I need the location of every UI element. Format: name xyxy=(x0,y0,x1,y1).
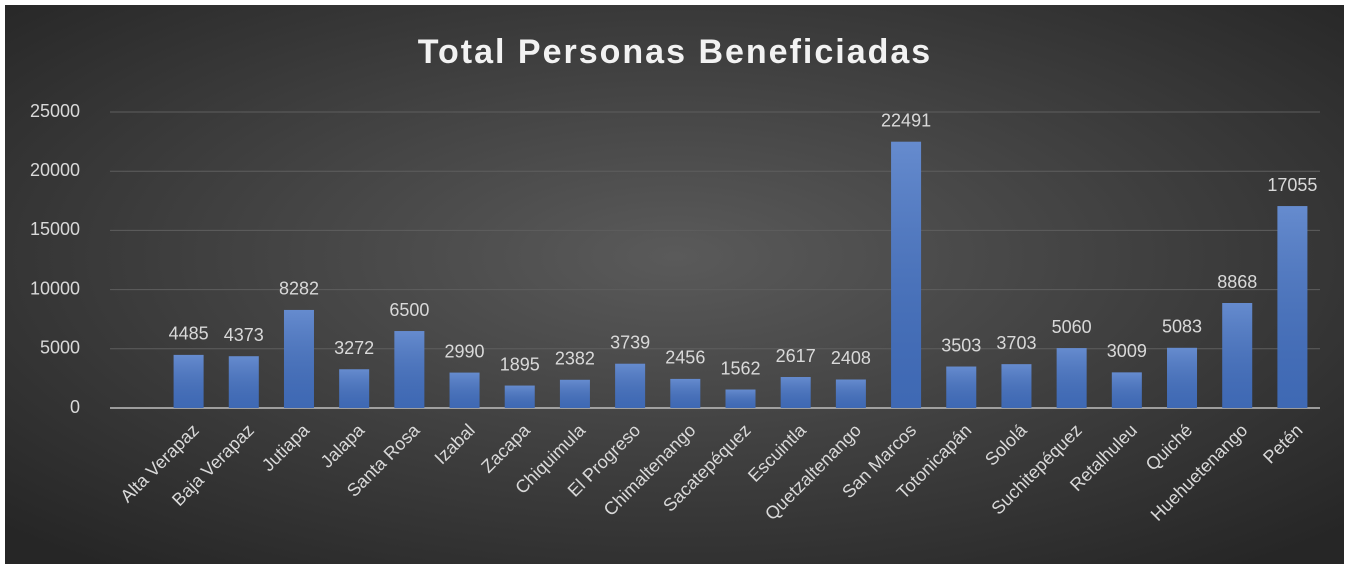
bar-shine xyxy=(891,141,922,409)
bar-shine xyxy=(504,385,535,408)
value-label: 4485 xyxy=(169,324,209,344)
bar-shine xyxy=(615,363,646,408)
y-tick-label: 15000 xyxy=(30,219,80,239)
bar-shine xyxy=(835,379,866,408)
bar-shine xyxy=(228,356,259,408)
value-label: 2408 xyxy=(831,348,871,368)
bar-shine xyxy=(394,331,425,408)
value-label: 3503 xyxy=(941,335,981,355)
value-label: 3703 xyxy=(996,333,1036,353)
y-tick-label: 5000 xyxy=(40,338,80,358)
value-label: 4373 xyxy=(224,325,264,345)
value-label: 8868 xyxy=(1217,272,1257,292)
value-label: 6500 xyxy=(389,300,429,320)
value-label: 2456 xyxy=(665,348,705,368)
bar-shine xyxy=(339,369,370,408)
bar-shine xyxy=(1001,364,1032,408)
value-label: 3009 xyxy=(1107,341,1147,361)
bar-shine xyxy=(725,389,756,408)
value-label: 1895 xyxy=(500,354,540,374)
value-label: 5060 xyxy=(1052,317,1092,337)
value-label: 8282 xyxy=(279,279,319,299)
value-label: 3272 xyxy=(334,338,374,358)
bar-shine xyxy=(1056,348,1087,408)
value-label: 17055 xyxy=(1267,175,1317,195)
bar-shine xyxy=(283,309,314,408)
bar-shine xyxy=(670,378,701,408)
bar-shine xyxy=(559,379,590,408)
value-label: 2617 xyxy=(776,346,816,366)
y-tick-label: 25000 xyxy=(30,101,80,121)
value-label: 1562 xyxy=(720,358,760,378)
bar-shine xyxy=(780,377,811,408)
bar-shine xyxy=(1222,303,1253,408)
y-tick-label: 0 xyxy=(70,397,80,417)
bar-shine xyxy=(1167,347,1198,408)
value-label: 5083 xyxy=(1162,317,1202,337)
value-label: 3739 xyxy=(610,332,650,352)
bar-shine xyxy=(946,366,977,408)
value-label: 2382 xyxy=(555,349,595,369)
bar-shine xyxy=(1277,206,1308,408)
y-tick-label: 20000 xyxy=(30,160,80,180)
value-label: 22491 xyxy=(881,110,931,130)
bar-shine xyxy=(173,354,204,408)
bar-shine xyxy=(1111,372,1142,408)
chart-background xyxy=(5,5,1344,564)
chart-title: Total Personas Beneficiadas xyxy=(418,33,932,71)
y-tick-label: 10000 xyxy=(30,278,80,298)
bar-shine xyxy=(449,372,480,408)
value-label: 2990 xyxy=(445,341,485,361)
